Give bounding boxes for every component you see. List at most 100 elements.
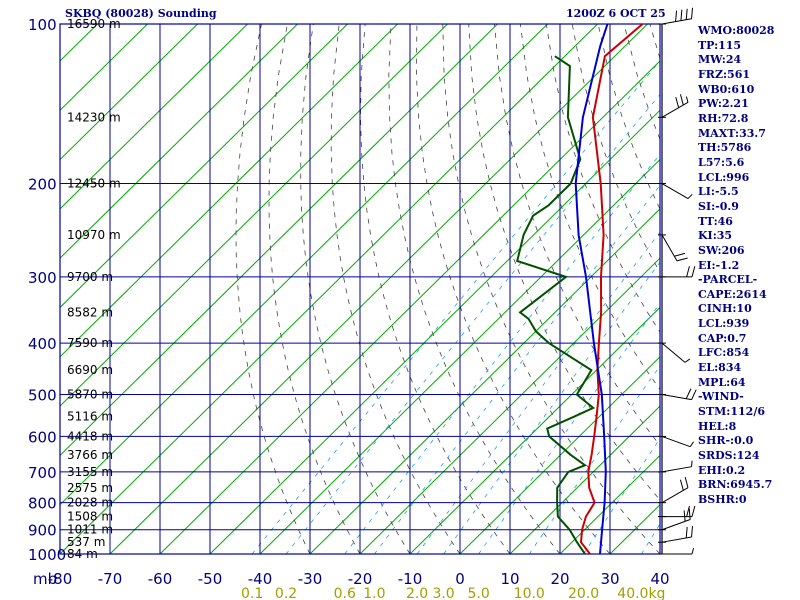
isotherm-line — [60, 24, 298, 259]
index-item: SHR-:0.0 — [698, 434, 754, 448]
height-label: 3155 m — [67, 465, 113, 479]
mixing-ratio-label: 0.6 — [334, 586, 356, 600]
dry-adiabat — [415, 24, 611, 554]
wind-barb — [661, 466, 692, 473]
index-item: CAP:0.7 — [698, 331, 747, 345]
temperature-tick-label: 40 — [650, 570, 669, 588]
mixing-ratio-line — [285, 93, 660, 554]
temperature-tick-label: -80 — [48, 570, 73, 588]
index-item: CAPE:2614 — [698, 287, 767, 301]
temperature-tick-label: 0 — [455, 570, 465, 588]
pressure-tick-label: 400 — [28, 335, 57, 353]
pressure-tick-label: 1000 — [28, 546, 66, 564]
dry-adiabat — [360, 24, 511, 554]
height-label: 4418 m — [67, 429, 113, 443]
index-item: EL:834 — [698, 361, 742, 375]
wind-barb-flag — [684, 476, 689, 488]
wind-barb-flag — [686, 505, 690, 517]
dry-adiabat — [545, 24, 660, 333]
index-item: STM:112/6 — [698, 405, 765, 419]
index-item: L57:5.6 — [698, 155, 745, 169]
wind-barb-flag — [679, 479, 684, 491]
wind-barb — [661, 183, 689, 199]
mixing-ratio-line — [443, 261, 660, 554]
isotherm-line — [559, 454, 660, 554]
index-item: SI:-0.9 — [698, 199, 739, 213]
pressure-unit-label: mb — [33, 570, 57, 588]
isotherm-line — [259, 158, 660, 554]
index-item: RH:72.8 — [698, 111, 749, 125]
index-item: EI:-1.2 — [698, 258, 740, 272]
isotherm-line — [509, 405, 660, 554]
height-label: 8582 m — [67, 305, 113, 319]
plot-frame — [59, 23, 661, 555]
isotherm-line — [209, 109, 660, 554]
wind-barb-flag — [691, 7, 694, 19]
temperature-tick-label: 10 — [500, 570, 519, 588]
isotherm-line — [60, 24, 198, 161]
chart-title: SKBQ (80028) Sounding — [65, 7, 217, 20]
index-item: BSHR:0 — [698, 493, 747, 506]
wind-barb-flag — [691, 460, 693, 467]
index-item: LCL:996 — [698, 170, 750, 184]
index-item: EHI:0.2 — [698, 463, 746, 477]
index-item: HEL:8 — [698, 419, 737, 433]
height-label: 16590 m — [67, 17, 121, 31]
temperature-tick-label: 20 — [550, 570, 569, 588]
height-label: 1508 m — [67, 510, 113, 524]
wind-barb-flag — [675, 10, 678, 22]
index-item: TH:5786 — [698, 141, 752, 155]
index-item: SW:206 — [698, 243, 745, 257]
wind-barb-flag — [685, 526, 688, 538]
height-label: 12450 m — [67, 177, 121, 191]
wind-barb-flag — [686, 266, 690, 278]
wind-barb-flag — [691, 548, 695, 555]
mixing-ratio-label: 40.0kg — [617, 586, 665, 600]
wind-barb-flag — [683, 510, 686, 522]
wind-barb-flag — [676, 257, 688, 262]
isotherm-line — [409, 306, 660, 554]
isotherm-line — [109, 24, 648, 554]
isotherm-line — [60, 24, 248, 210]
temperature-tick-label: -40 — [248, 570, 273, 588]
isotherm-line — [60, 24, 548, 506]
height-label: 7590 m — [67, 336, 113, 350]
index-item: LI:-5.5 — [698, 185, 739, 199]
wind-barb-flag — [689, 441, 695, 447]
stability-indices-list: WMO:80028 TP:115 MW:24 FRZ:561 WB0:610 PW:2.2… — [698, 24, 774, 508]
pressure-tick-label: 900 — [28, 522, 57, 540]
temperature-tick-label: -60 — [148, 570, 173, 588]
temperature-tick-label: 30 — [600, 570, 619, 588]
mixing-ratio-label: 0.2 — [275, 586, 297, 600]
pressure-tick-label: 700 — [28, 464, 57, 482]
wind-barb-flag — [691, 389, 697, 400]
temperature-profile-line — [579, 24, 644, 554]
index-item: PW:2.21 — [698, 97, 749, 111]
isotherm-line — [60, 24, 498, 457]
mixing-ratio-label: 0.1 — [241, 586, 263, 600]
index-item: LFC:854 — [698, 346, 750, 360]
wind-barb-flag — [680, 9, 683, 21]
wind-barb-flag — [687, 193, 693, 199]
dry-adiabat — [268, 24, 361, 554]
pressure-tick-label: 800 — [28, 495, 57, 513]
temperature-tick-label: -20 — [348, 570, 373, 588]
wind-barb-flag — [684, 358, 691, 363]
wind-barb-flag — [675, 96, 680, 108]
isotherm-line — [60, 24, 598, 554]
height-label: 84 m — [67, 547, 98, 561]
index-item: FRZ:561 — [698, 67, 751, 81]
mixing-ratio-line — [374, 185, 660, 554]
height-label: 2575 m — [67, 481, 113, 495]
index-item: MW:24 — [698, 53, 742, 67]
wind-barb-flag — [674, 252, 686, 257]
wind-barb-flag — [691, 505, 696, 517]
index-item: TT:46 — [698, 214, 733, 228]
mixing-ratio-label: 3.0 — [432, 586, 454, 600]
height-label: 537 m — [67, 535, 105, 549]
isotherm-line — [60, 24, 448, 407]
mixing-ratio-label: 10.0 — [514, 586, 545, 600]
index-item: -PARCEL- — [698, 273, 758, 287]
index-item: LCL:939 — [698, 317, 750, 331]
